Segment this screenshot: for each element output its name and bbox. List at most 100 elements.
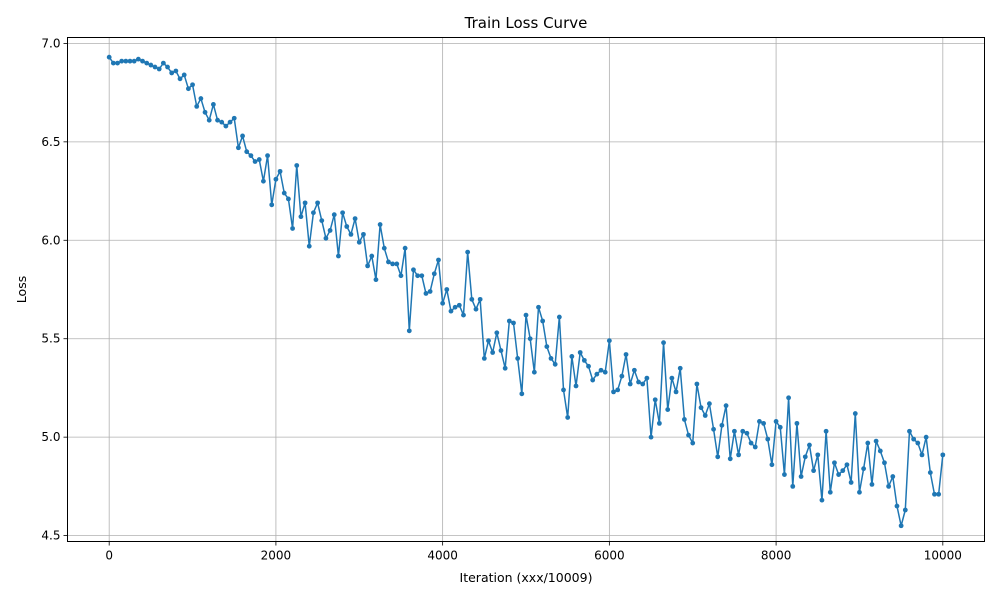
loss-point: [281, 190, 287, 196]
loss-point: [340, 210, 345, 216]
loss-point: [406, 328, 412, 334]
loss-point: [752, 444, 758, 450]
loss-point: [732, 428, 737, 434]
loss-point: [590, 377, 596, 383]
loss-point: [119, 58, 125, 64]
loss-point: [427, 289, 433, 294]
loss-point: [244, 149, 250, 155]
loss-point: [502, 365, 508, 371]
loss-point: [652, 397, 658, 403]
loss-point: [602, 369, 608, 375]
loss-point: [315, 200, 320, 206]
loss-point: [481, 356, 487, 361]
loss-point: [290, 226, 295, 231]
loss-point: [769, 462, 775, 468]
loss-point: [940, 452, 946, 458]
loss-point: [144, 60, 150, 66]
loss-point: [794, 420, 800, 426]
loss-point: [615, 387, 621, 393]
loss-point: [319, 218, 325, 223]
loss-point: [877, 448, 883, 454]
loss-point: [782, 472, 787, 477]
loss-point: [169, 70, 175, 76]
loss-point: [498, 348, 504, 353]
loss-point: [686, 432, 691, 438]
loss-point: [336, 253, 341, 259]
x-tick-label: 4000: [427, 549, 458, 563]
loss-point: [156, 66, 162, 72]
loss-point: [148, 62, 154, 68]
loss-point: [390, 261, 396, 267]
loss-point: [131, 58, 137, 64]
loss-point: [252, 159, 258, 164]
loss-point: [356, 239, 362, 245]
loss-point: [736, 452, 741, 458]
loss-point: [702, 413, 708, 418]
loss-point: [402, 245, 408, 251]
loss-point: [677, 365, 683, 371]
series-group: [106, 54, 946, 529]
loss-point: [573, 383, 579, 389]
loss-point: [527, 336, 533, 342]
loss-point: [140, 58, 145, 64]
loss-point: [894, 503, 900, 509]
loss-point: [565, 415, 571, 420]
loss-point: [461, 312, 466, 318]
loss-point: [773, 419, 779, 424]
loss-point: [648, 434, 654, 440]
loss-point: [177, 76, 183, 82]
loss-point: [711, 426, 716, 432]
loss-point: [331, 212, 337, 218]
loss-point: [848, 480, 854, 485]
loss-point: [540, 318, 546, 324]
loss-point: [802, 454, 808, 460]
loss-point: [902, 507, 908, 513]
loss-point: [256, 157, 262, 162]
loss-point: [436, 257, 441, 263]
loss-point: [173, 68, 179, 74]
y-tick-label: 5.5: [41, 332, 60, 346]
loss-point: [786, 395, 791, 401]
loss-point: [911, 436, 917, 442]
loss-point: [165, 64, 170, 70]
loss-point: [486, 338, 491, 344]
loss-point: [265, 153, 270, 159]
loss-point: [873, 438, 879, 444]
loss-point: [719, 422, 725, 428]
loss-point: [748, 440, 754, 446]
loss-point: [277, 168, 283, 174]
loss-point: [269, 202, 275, 208]
y-tick-label: 6.5: [41, 135, 60, 149]
loss-point: [836, 472, 842, 477]
loss-point: [423, 291, 429, 296]
loss-point: [907, 428, 912, 434]
loss-point: [286, 196, 291, 202]
loss-point: [923, 434, 929, 440]
loss-point: [644, 375, 650, 381]
loss-point: [248, 153, 254, 159]
grid: [67, 37, 985, 542]
loss-point: [123, 58, 129, 64]
loss-point: [348, 231, 354, 237]
y-tick-label: 4.5: [41, 529, 60, 543]
loss-point: [273, 176, 279, 182]
loss-point: [306, 243, 312, 249]
loss-point: [698, 405, 704, 411]
loss-point: [327, 228, 333, 233]
loss-point: [611, 389, 616, 395]
loss-point: [694, 381, 700, 387]
loss-point: [882, 460, 887, 466]
loss-point: [811, 468, 816, 474]
loss-point: [190, 82, 195, 88]
loss-point: [219, 119, 225, 125]
loss-point: [673, 389, 679, 395]
loss-point: [661, 340, 666, 346]
loss-point: [798, 474, 804, 479]
loss-point: [185, 86, 191, 92]
loss-point: [261, 178, 266, 184]
loss-point: [215, 117, 220, 123]
x-axis-label: Iteration (xxx/10009): [460, 570, 593, 585]
loss-point: [727, 456, 733, 462]
loss-point: [536, 304, 541, 310]
y-tick-label: 6.0: [41, 233, 60, 247]
